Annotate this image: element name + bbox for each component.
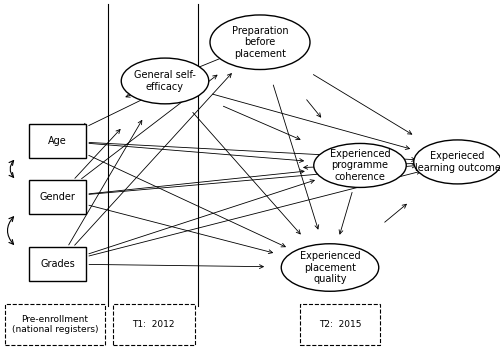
Text: Experienced
programme
coherence: Experienced programme coherence: [330, 149, 390, 182]
Text: General self-
efficacy: General self- efficacy: [134, 70, 196, 92]
FancyBboxPatch shape: [112, 304, 195, 345]
Ellipse shape: [281, 244, 379, 291]
Text: Grades: Grades: [40, 259, 75, 269]
Text: T1:  2012: T1: 2012: [132, 320, 175, 329]
FancyBboxPatch shape: [29, 124, 86, 158]
Text: Experieced
learning outcome: Experieced learning outcome: [414, 151, 500, 173]
FancyBboxPatch shape: [29, 247, 86, 281]
FancyBboxPatch shape: [29, 180, 86, 214]
Text: Gender: Gender: [40, 192, 76, 202]
FancyBboxPatch shape: [300, 304, 380, 345]
Text: T2:  2015: T2: 2015: [318, 320, 361, 329]
Ellipse shape: [314, 144, 406, 187]
Text: Preparation
before
placement: Preparation before placement: [232, 26, 288, 59]
Text: Pre-enrollment
(national registers): Pre-enrollment (national registers): [12, 315, 98, 334]
Ellipse shape: [121, 58, 209, 104]
Ellipse shape: [210, 15, 310, 69]
FancyBboxPatch shape: [5, 304, 105, 345]
Text: Experienced
placement
quality: Experienced placement quality: [300, 251, 360, 284]
Text: Age: Age: [48, 136, 67, 146]
Ellipse shape: [414, 140, 500, 184]
